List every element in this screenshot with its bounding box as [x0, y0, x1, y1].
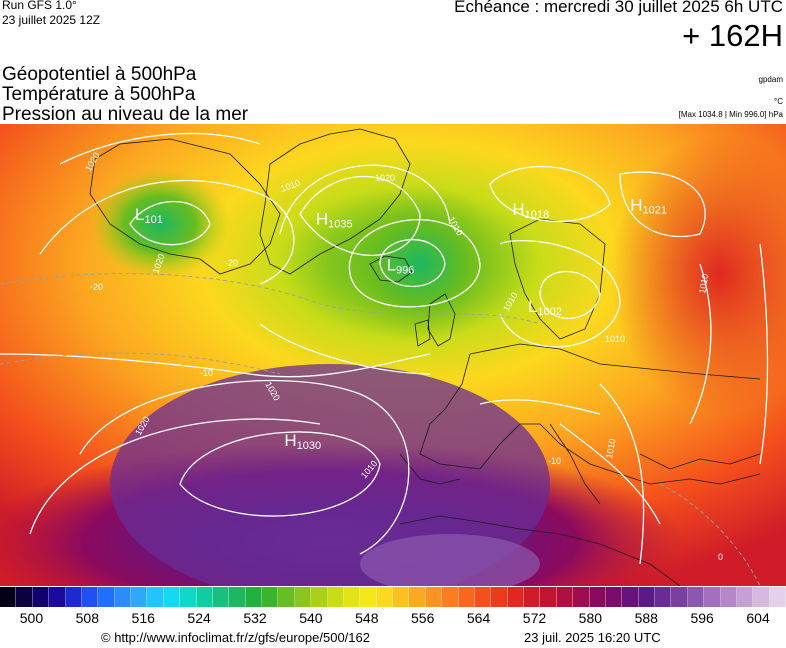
coastlines [89, 128, 761, 587]
colorbar-swatch [311, 587, 328, 607]
colorbar-swatch [212, 587, 230, 607]
colorbar-swatch [49, 587, 66, 607]
colorbar-tick-label: 564 [466, 610, 491, 626]
colorbar-swatch [180, 587, 197, 607]
contour-label: 1010 [604, 438, 617, 459]
run-label: Run GFS 1.0° [2, 0, 77, 12]
title-geopotential: Géopotentiel à 500hPa [2, 64, 197, 85]
colorbar-swatch [393, 587, 410, 607]
colorbar-swatch [507, 587, 524, 607]
colorbar-swatch [262, 587, 279, 607]
colorbar-tick-label: 556 [411, 610, 435, 626]
colorbar-swatch [736, 587, 754, 607]
colorbar-tick-label: 516 [131, 610, 155, 626]
colorbar-swatch [376, 587, 393, 607]
colorbar-swatch [81, 587, 99, 607]
colorbar-swatch [360, 587, 377, 607]
colorbar-swatch [196, 587, 213, 607]
weather-map-canvas: 1020 1010 1020 1010 1020 1020 1010 1010 … [0, 124, 786, 604]
colorbar-swatch [32, 587, 50, 607]
colorbar-swatch [245, 587, 262, 607]
colorbar [0, 587, 786, 607]
colorbar-swatch [294, 587, 312, 607]
colorbar-swatch [638, 587, 655, 607]
colorbar-swatch [720, 587, 737, 607]
colorbar-swatch [474, 587, 492, 607]
colorbar-swatch [131, 587, 148, 607]
colorbar-swatch [343, 587, 361, 607]
colorbar-swatch [769, 587, 786, 607]
colorbar-swatch [671, 587, 688, 607]
colorbar-swatch [704, 587, 721, 607]
colorbar-swatch [278, 587, 295, 607]
colorbar-swatch [65, 587, 82, 607]
colorbar-swatch [556, 587, 574, 607]
colorbar-swatch [147, 587, 164, 607]
colorbar-swatch [540, 587, 557, 607]
contour-label: 0 [718, 552, 723, 562]
colorbar-tick-label: 500 [19, 610, 44, 626]
forecast-offset: + 162H [682, 18, 783, 53]
contour-label: -20 [90, 282, 103, 292]
contour-label: -20 [225, 258, 238, 268]
pressure-range: [Max 1034.8 | Min 996.0] hPa [678, 110, 783, 119]
colorbar-swatch [687, 587, 705, 607]
colorbar-swatch [753, 587, 770, 607]
colorbar-swatch [458, 587, 475, 607]
colorbar-swatch [491, 587, 508, 607]
colorbar-tick-label: 532 [243, 610, 267, 626]
colorbar-tick-label: 580 [578, 610, 603, 626]
contour-label: 1020 [375, 173, 395, 183]
forecast-valid-time: Echéance : mercredi 30 juillet 2025 6h U… [454, 0, 783, 16]
unit-temperature: °C [774, 97, 783, 106]
colorbar-tick-label: 588 [634, 610, 658, 626]
colorbar-swatch [98, 587, 115, 607]
unit-geopotential: gpdam [758, 75, 783, 84]
colorbar-swatch [0, 587, 17, 607]
colorbar-swatch [163, 587, 181, 607]
colorbar-swatch [442, 587, 459, 607]
colorbar-swatch [655, 587, 672, 607]
generated-time: 23 juil. 2025 16:20 UTC [524, 630, 661, 645]
contour-label: 1010 [605, 334, 625, 344]
run-date: 23 juillet 2025 12Z [2, 13, 101, 27]
colorbar-swatch [16, 587, 33, 607]
title-pressure: Pression au niveau de la mer [2, 104, 249, 125]
colorbar-tick-label: 572 [522, 610, 547, 626]
copyright-link[interactable]: © http://www.infoclimat.fr/z/gfs/europe/… [101, 630, 370, 645]
colorbar-swatch [327, 587, 344, 607]
colorbar-tick-label: 508 [75, 610, 100, 626]
isobars [0, 132, 769, 565]
weather-map[interactable]: 1020 1010 1020 1010 1020 1020 1010 1010 … [0, 124, 786, 604]
colorbar-swatch [425, 587, 443, 607]
title-temperature: Température à 500hPa [2, 84, 196, 105]
colorbar-swatch [605, 587, 623, 607]
colorbar-swatch [524, 587, 541, 607]
colorbar-swatch [114, 587, 131, 607]
colorbar-swatch [573, 587, 590, 607]
colorbar-swatch [589, 587, 606, 607]
colorbar-tick-label: 540 [299, 610, 323, 626]
colorbar-swatch [622, 587, 639, 607]
colorbar-swatch [229, 587, 246, 607]
colorbar-tick-label: 524 [187, 610, 211, 626]
colorbar-tick-label: 596 [690, 610, 714, 626]
colorbar-tick-label: 548 [355, 610, 379, 626]
contour-label: -10 [548, 456, 561, 466]
contour-label: 1010 [697, 273, 710, 294]
contour-label: -10 [200, 368, 213, 378]
isotherms [0, 273, 761, 587]
colorbar-swatch [409, 587, 426, 607]
colorbar-tick-label: 604 [746, 610, 770, 626]
colorbar-ticks: 500 508 516 524 532 540 548 556 564 572 580 588 596 6… [0, 610, 786, 628]
